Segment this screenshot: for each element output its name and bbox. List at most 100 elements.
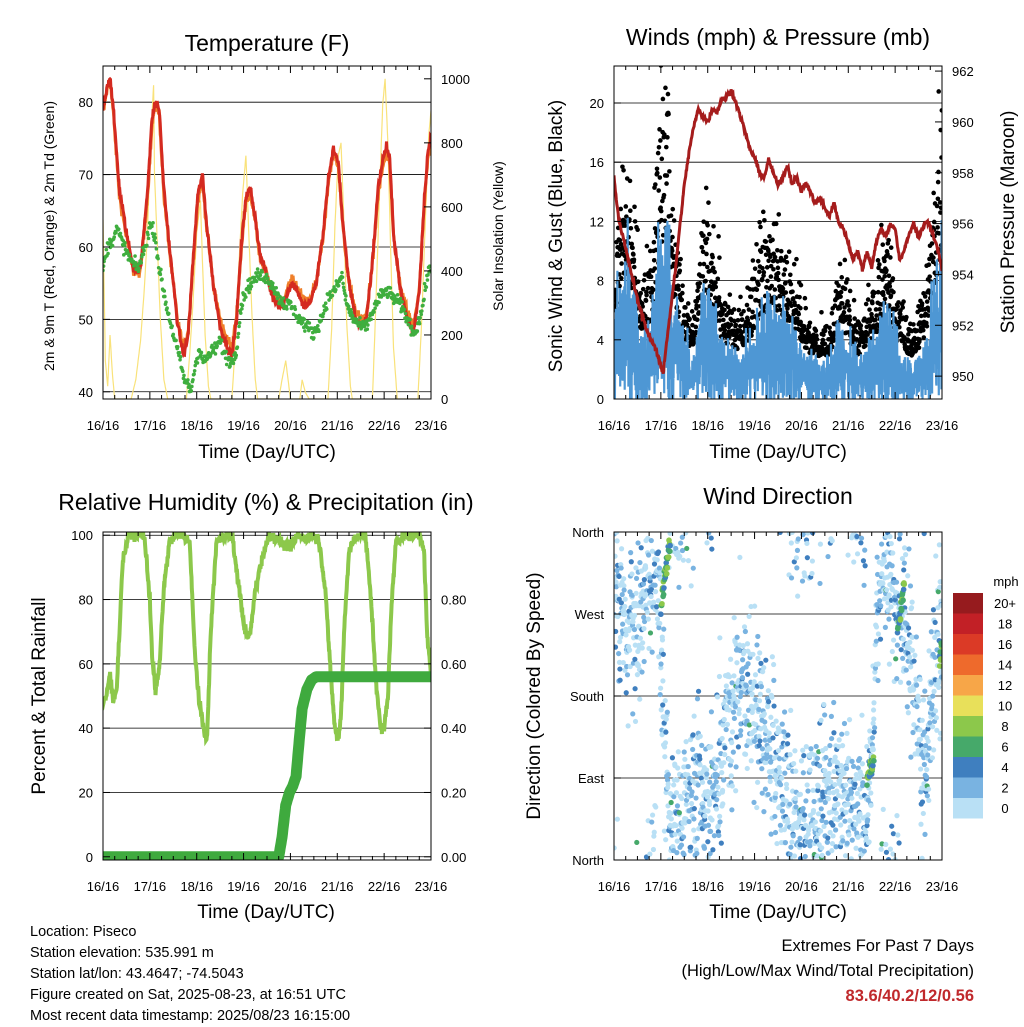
wind-direction-dot — [879, 841, 885, 847]
wind-direction-dot — [905, 710, 911, 716]
wind-direction-dot — [868, 790, 874, 796]
gust-dot — [619, 261, 624, 266]
pressure-ylabel: Station Pressure (Maroon) — [998, 111, 1019, 334]
wind-direction-dot — [844, 840, 850, 846]
gust-dot — [690, 322, 695, 328]
wind-direction-dot — [862, 563, 868, 569]
dewpoint-dot — [171, 332, 176, 337]
wind-direction-dot — [846, 755, 852, 761]
dewpoint-dot — [421, 303, 425, 308]
dewpoint-dot — [315, 323, 320, 328]
wind-direction-dot — [644, 609, 650, 615]
wind-direction-dot — [671, 794, 677, 800]
gust-dot — [716, 234, 721, 239]
dewpoint-dot — [317, 329, 321, 334]
gust-dot — [696, 284, 701, 290]
gust-dot — [938, 210, 942, 215]
gust-dot — [716, 295, 722, 300]
gust-dot — [775, 247, 780, 253]
wind-direction-dot — [863, 835, 869, 841]
wind-direction-dot — [889, 648, 895, 655]
wind-direction-dot — [794, 547, 801, 553]
gust-dot — [640, 286, 646, 292]
x-tick-label: 19/16 — [738, 418, 771, 433]
gust-dot — [918, 313, 924, 319]
wind-direction-dot — [631, 626, 638, 633]
dewpoint-dot — [165, 306, 169, 310]
wind-direction-dot — [660, 702, 666, 708]
wind-direction-dot — [702, 813, 708, 819]
gust-dot — [641, 278, 647, 283]
gust-dot — [778, 255, 784, 261]
wind-direction-dot — [749, 691, 755, 697]
wind-direction-fast-dot — [663, 570, 670, 577]
dewpoint-dot — [293, 307, 298, 312]
wind-direction-dot — [714, 772, 720, 778]
gust-dot — [845, 277, 850, 282]
gust-dot — [897, 311, 903, 317]
dewpoint-dot — [127, 252, 132, 257]
wind-direction-dot — [822, 712, 828, 718]
wind-direction-dot — [907, 654, 913, 660]
wind-direction-dot — [744, 718, 750, 724]
wind-direction-dot — [924, 766, 930, 773]
wind-direction-dot — [834, 788, 840, 794]
gust-dot — [756, 282, 761, 288]
gust-dot — [695, 288, 700, 294]
wind-direction-dot — [661, 626, 667, 632]
wind-direction-dot — [754, 642, 760, 648]
wind-direction-dot — [679, 534, 685, 540]
wind-direction-dot — [859, 761, 865, 767]
wind-direction-dot — [932, 654, 938, 660]
wind-direction-dot — [680, 834, 687, 840]
gust-dot — [705, 264, 710, 270]
wind-direction-dot — [874, 554, 880, 560]
gust-dot — [687, 316, 692, 322]
dewpoint-dot — [254, 279, 259, 284]
gust-dot — [839, 275, 845, 280]
wind-direction-dot — [700, 800, 706, 807]
y-right-tick-label: 200 — [441, 328, 463, 343]
gust-dot — [756, 298, 762, 304]
wind-direction-dot — [832, 781, 838, 788]
wind-direction-dot — [668, 810, 674, 816]
dewpoint-dot — [150, 224, 154, 229]
wind-direction-dot — [859, 712, 865, 718]
gust-dot — [921, 335, 927, 340]
wind-direction-dot — [724, 721, 731, 727]
wind-direction-fast-dot — [897, 616, 904, 622]
wind-direction-dot — [792, 795, 798, 802]
latest-timestamp: Most recent data timestamp: 2025/08/23 1… — [30, 1008, 351, 1024]
gust-dot — [765, 278, 770, 284]
dewpoint-dot — [114, 230, 118, 235]
wind-direction-dot — [625, 723, 631, 729]
gust-dot — [790, 289, 795, 294]
y-tick-label: 4 — [597, 333, 604, 348]
dewpoint-dot — [372, 310, 376, 314]
winds-ylabel: Sonic Wind & Gust (Blue, Black) — [546, 100, 567, 372]
gust-dot — [917, 337, 922, 342]
gust-dot — [658, 205, 663, 211]
wind-direction-dot — [756, 733, 762, 739]
x-tick-label: 17/16 — [645, 418, 678, 433]
speed-legend-title: mph — [993, 574, 1018, 589]
solar-insolation-line — [103, 78, 431, 399]
wind-direction-dot — [729, 783, 735, 789]
wind-direction-dot — [777, 822, 783, 828]
wind-direction-dot — [766, 730, 772, 736]
wind-direction-dot — [858, 540, 864, 546]
wind-direction-dot — [867, 728, 873, 734]
dewpoint-dot — [153, 236, 158, 240]
gust-dot — [660, 96, 666, 102]
wind-direction-dot — [705, 839, 711, 845]
wind-direction-dot — [755, 633, 761, 640]
wind-direction-dot — [620, 659, 626, 666]
wind-direction-dot — [674, 803, 681, 809]
wind-direction-dot — [665, 771, 672, 778]
x-tick-label: 21/16 — [832, 879, 865, 894]
temperature-xlabel: Time (Day/UTC) — [198, 442, 336, 463]
dewpoint-dot — [178, 357, 182, 362]
wind-direction-dot — [912, 652, 918, 658]
gust-dot — [706, 200, 711, 205]
